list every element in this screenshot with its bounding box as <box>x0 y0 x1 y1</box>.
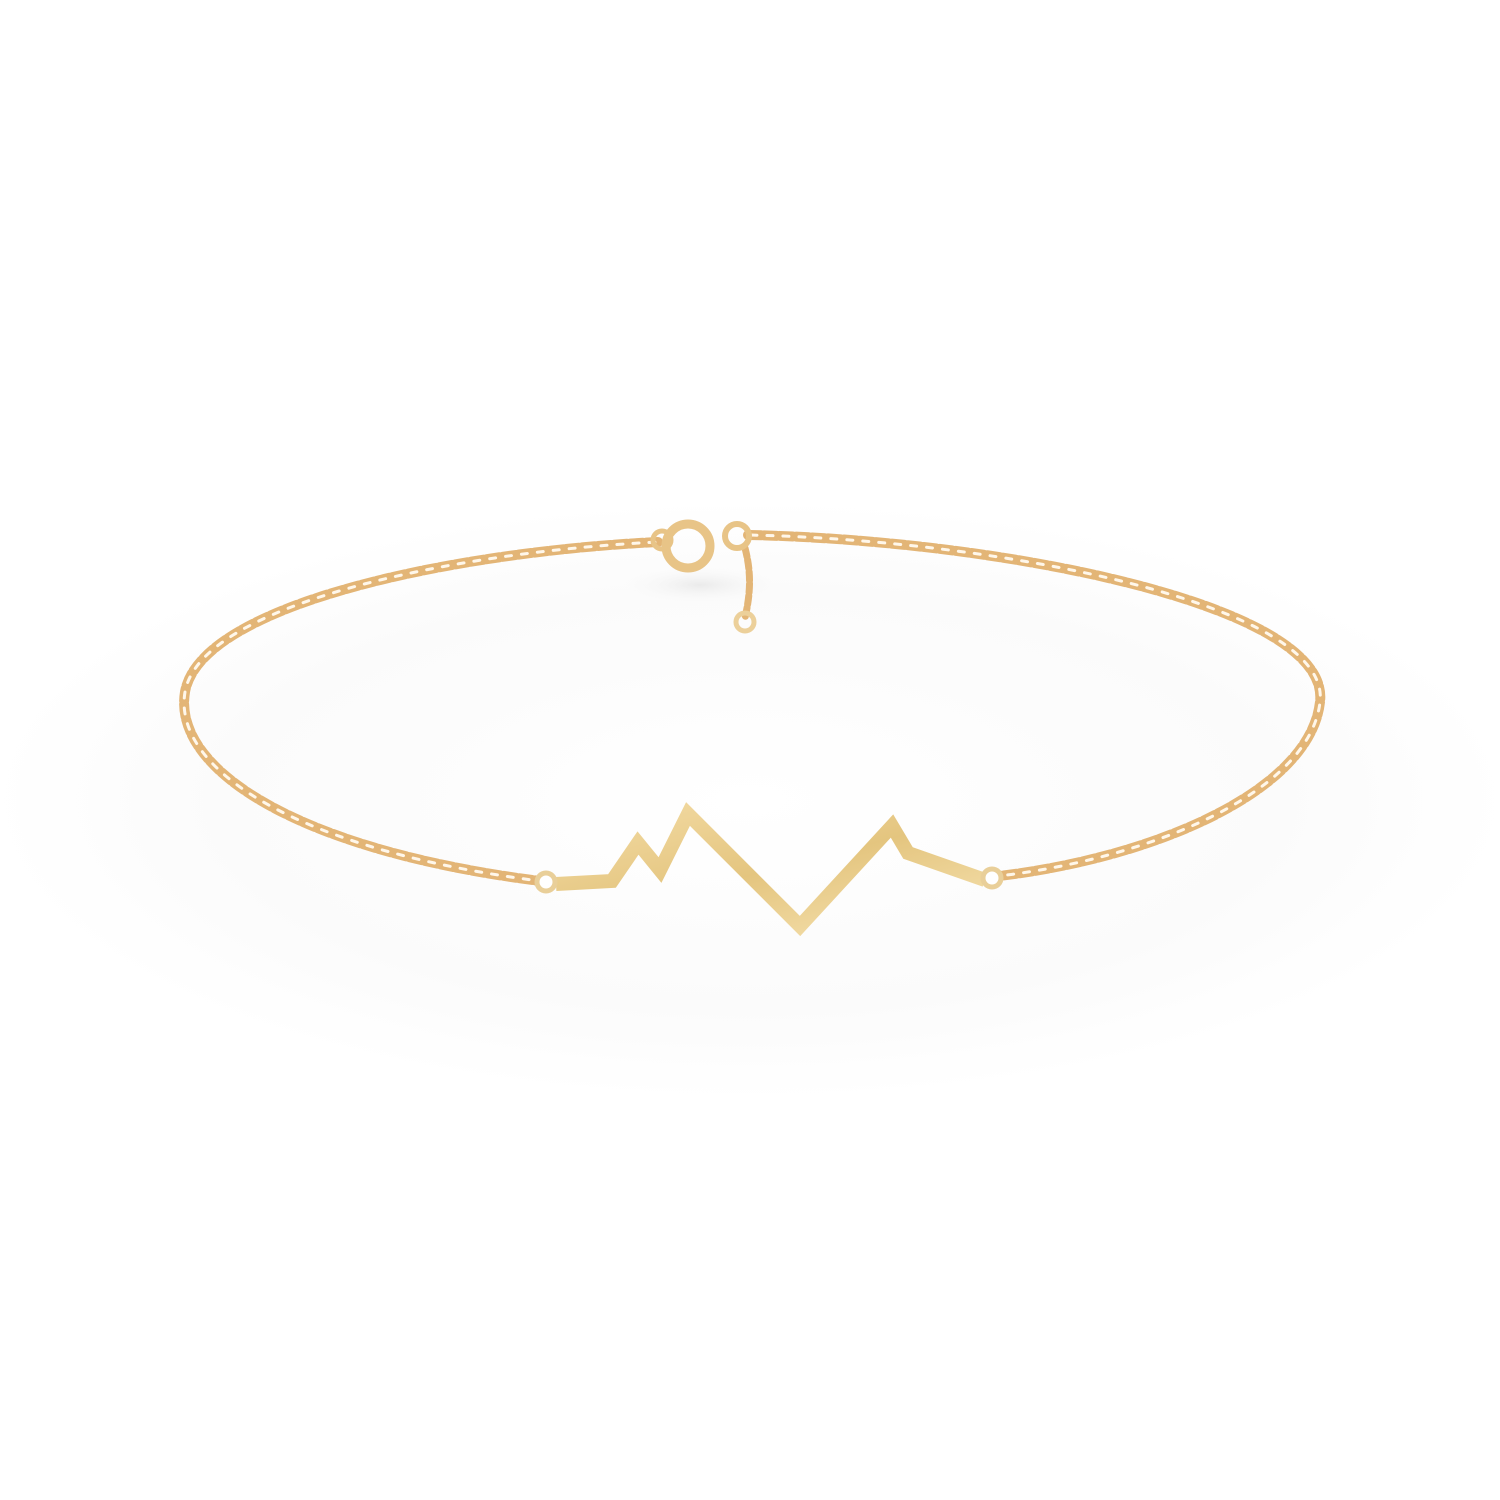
clasp <box>650 519 757 634</box>
floor <box>0 500 1500 1100</box>
pendant <box>534 802 1004 937</box>
chain <box>179 530 1326 887</box>
shadow <box>610 563 790 607</box>
